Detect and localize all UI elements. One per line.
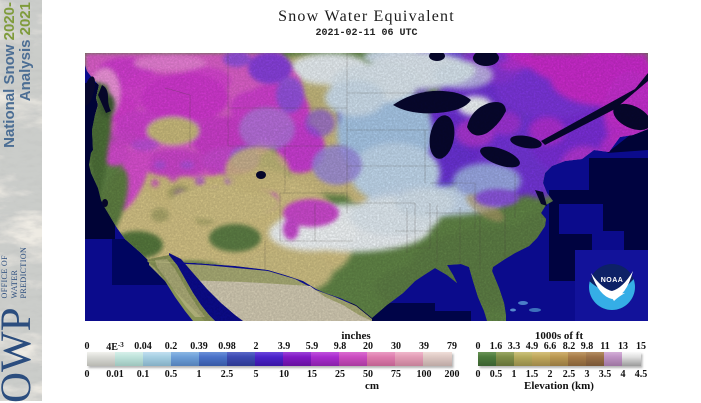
- svg-text:NOAA: NOAA: [601, 277, 624, 284]
